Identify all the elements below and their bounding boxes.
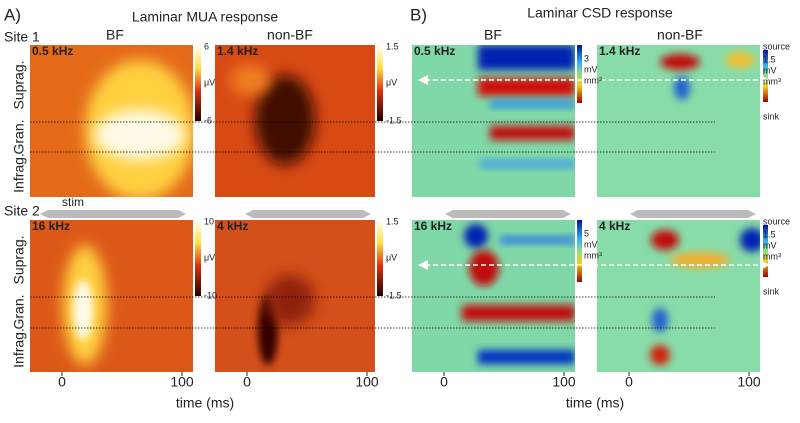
column-label: BF [106, 27, 124, 43]
layer-label: Gran. [11, 119, 27, 154]
scale-label: 1.5 [763, 54, 776, 64]
x-tick-label: 100 [170, 374, 194, 390]
scale-label: sink [763, 286, 780, 296]
stim-label: stim [62, 195, 84, 209]
scale-label: mV [584, 239, 598, 249]
x-tick-label: 0 [243, 374, 251, 390]
layer-boundaries [30, 121, 715, 329]
column-label: non-BF [267, 27, 313, 43]
layer-label: Infrag. [11, 328, 27, 368]
layer-label: Suprag. [11, 235, 27, 284]
scale-label: mV [763, 240, 777, 250]
x-axis-label: time (ms) [566, 395, 624, 411]
scale-label: 1.5 [386, 41, 399, 51]
x-tick-label: 100 [552, 374, 576, 390]
scale-label: -1.5 [386, 115, 402, 125]
x-tick-label: 100 [737, 374, 761, 390]
panel-letter: B) [410, 5, 427, 24]
x-tick-label: 0 [625, 374, 633, 390]
site-label: Site 1 [4, 29, 40, 45]
x-tick-label: 100 [355, 374, 379, 390]
scale-label: 10 [204, 216, 214, 226]
x-tick-label: 0 [440, 374, 448, 390]
scale-label: sink [763, 111, 780, 121]
layer-label: Suprag. [11, 60, 27, 109]
scale-label: mm³ [763, 76, 781, 86]
column-label: non-BF [657, 27, 703, 43]
freq-label: 1.4 kHz [217, 44, 258, 58]
freq-label: 4 kHz [599, 219, 630, 233]
freq-label: 0.5 kHz [414, 44, 455, 58]
freq-label: 16 kHz [414, 219, 452, 233]
scale-label: source [763, 216, 790, 226]
scale-label: -10 [204, 290, 217, 300]
x-tick-label: 0 [58, 374, 66, 390]
arrows [418, 75, 770, 270]
scale-label: mV [763, 65, 777, 75]
freq-label: 4 kHz [217, 219, 248, 233]
panel-title: Laminar MUA response [132, 9, 279, 25]
heatmaps [30, 45, 760, 372]
scale-label: 1.5 [763, 229, 776, 239]
freq-label: 0.5 kHz [32, 44, 73, 58]
scale-label: 5 [584, 228, 589, 238]
scale-label: -1.5 [386, 290, 402, 300]
scale-label: source [763, 41, 790, 51]
freq-label: 1.4 kHz [599, 44, 640, 58]
panel-letter: A) [4, 5, 21, 24]
scale-label: mm³ [763, 251, 781, 261]
column-label: BF [484, 27, 502, 43]
scale-label: μV [386, 252, 397, 262]
site-label: Site 2 [4, 203, 40, 219]
layer-label: Infrag. [11, 153, 27, 193]
scale-label: μV [204, 252, 215, 262]
scale-label: mm³ [584, 75, 602, 85]
freq-label: 16 kHz [32, 219, 70, 233]
scale-label: 1.5 [386, 216, 399, 226]
scale-label: 6 [204, 41, 209, 51]
scale-label: mm³ [584, 250, 602, 260]
scale-label: mV [584, 64, 598, 74]
colorbars [195, 45, 768, 296]
panel-title: Laminar CSD response [527, 5, 673, 21]
layer-label: Gran. [11, 294, 27, 329]
x-axis-label: time (ms) [176, 395, 234, 411]
stim-bars [40, 210, 756, 218]
scale-label: μV [386, 77, 397, 87]
scale-label: 3 [584, 53, 589, 63]
scale-label: μV [204, 77, 215, 87]
scale-label: -6 [204, 115, 212, 125]
